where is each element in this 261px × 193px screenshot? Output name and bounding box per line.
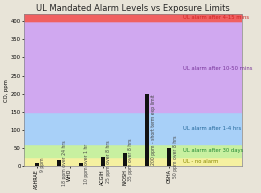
Bar [24,144,242,157]
Bar [145,94,149,166]
Text: 10 ppm over 1 hr: 10 ppm over 1 hr [84,144,89,185]
Bar [24,14,242,21]
Bar [101,157,105,166]
Text: 18 ppm over 24 hrs: 18 ppm over 24 hrs [62,140,67,186]
Bar [167,148,171,166]
Bar [24,21,242,112]
Text: 35 ppm over 8 hrs: 35 ppm over 8 hrs [128,139,133,181]
Y-axis label: CO, ppm: CO, ppm [4,79,9,102]
Text: UL alarm after 30 days: UL alarm after 30 days [183,148,244,153]
Text: 25 ppm over 8 hrs: 25 ppm over 8 hrs [106,140,111,183]
Text: 200 ppm - short term exp limit: 200 ppm - short term exp limit [151,95,156,165]
Text: UL alarm after 10-50 mins: UL alarm after 10-50 mins [183,66,253,71]
Bar [35,163,39,166]
Text: UL alarm after 4-15 mins: UL alarm after 4-15 mins [183,15,250,20]
Bar [57,160,61,166]
Bar [79,163,83,166]
Text: UL - no alarm: UL - no alarm [183,159,219,164]
Bar [24,157,242,166]
Title: UL Mandated Alarm Levels vs Exposure Limits: UL Mandated Alarm Levels vs Exposure Lim… [36,4,230,13]
Text: 50 ppm over 8 hrs: 50 ppm over 8 hrs [173,136,177,178]
Bar [24,14,242,21]
Bar [24,112,242,144]
Bar [123,153,127,166]
Text: 9 ppm: 9 ppm [40,157,45,172]
Text: UL alarm after 1-4 hrs: UL alarm after 1-4 hrs [183,126,241,131]
